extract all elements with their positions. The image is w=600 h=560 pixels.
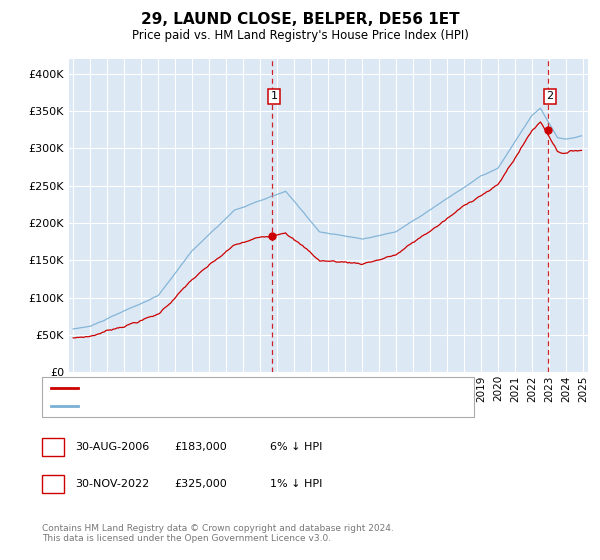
Text: 30-AUG-2006: 30-AUG-2006 [75,442,149,452]
Text: Price paid vs. HM Land Registry's House Price Index (HPI): Price paid vs. HM Land Registry's House … [131,29,469,42]
Text: 6% ↓ HPI: 6% ↓ HPI [270,442,322,452]
Text: £325,000: £325,000 [174,479,227,489]
Text: 2: 2 [547,91,554,101]
Text: 2: 2 [49,477,57,491]
Text: 1% ↓ HPI: 1% ↓ HPI [270,479,322,489]
Text: 30-NOV-2022: 30-NOV-2022 [75,479,149,489]
Text: 29, LAUND CLOSE, BELPER, DE56 1ET: 29, LAUND CLOSE, BELPER, DE56 1ET [140,12,460,27]
Text: 29, LAUND CLOSE, BELPER, DE56 1ET (detached house): 29, LAUND CLOSE, BELPER, DE56 1ET (detac… [84,383,391,393]
Text: HPI: Average price, detached house, Amber Valley: HPI: Average price, detached house, Ambe… [84,401,359,411]
Text: Contains HM Land Registry data © Crown copyright and database right 2024.
This d: Contains HM Land Registry data © Crown c… [42,524,394,543]
Text: 1: 1 [271,91,278,101]
Text: 1: 1 [49,441,57,454]
Text: £183,000: £183,000 [174,442,227,452]
